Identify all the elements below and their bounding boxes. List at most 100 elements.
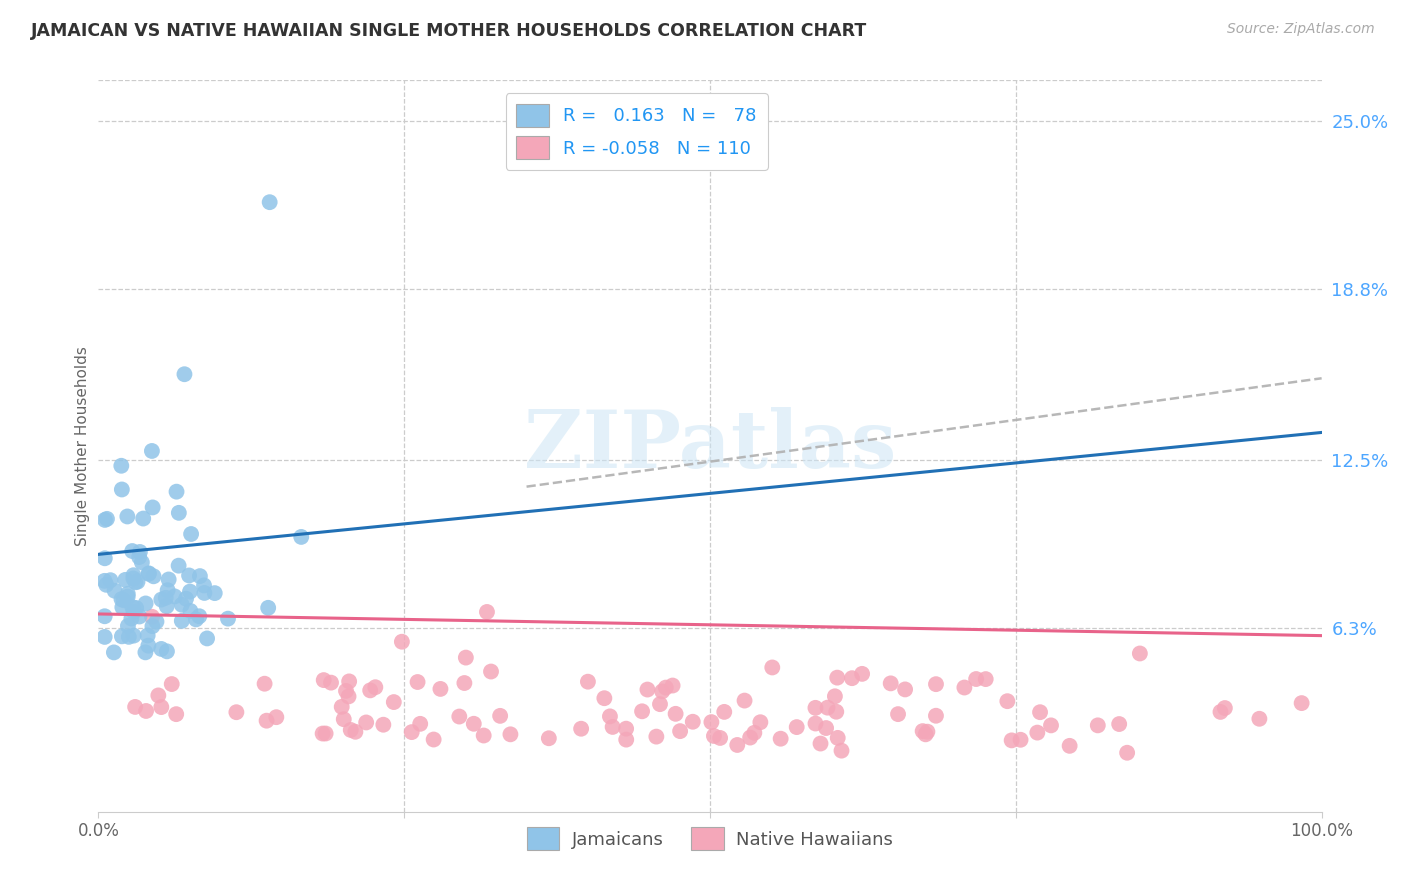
- Point: [1249, 712, 1271, 726]
- Point: [569, 722, 592, 736]
- Point: [124, 575, 146, 590]
- Legend: Jamaicans, Native Hawaiians: Jamaicans, Native Hawaiians: [520, 820, 900, 857]
- Point: [290, 530, 312, 544]
- Point: [810, 737, 832, 751]
- Point: [117, 619, 139, 633]
- Point: [1108, 717, 1130, 731]
- Point: [253, 677, 276, 691]
- Point: [128, 550, 150, 565]
- Point: [138, 566, 160, 581]
- Point: [93, 630, 115, 644]
- Point: [225, 705, 247, 719]
- Point: [917, 724, 939, 739]
- Point: [669, 724, 692, 739]
- Point: [359, 683, 381, 698]
- Point: [125, 601, 148, 615]
- Point: [661, 679, 683, 693]
- Point: [749, 715, 772, 730]
- Point: [110, 458, 132, 473]
- Point: [631, 704, 654, 718]
- Point: [112, 593, 135, 607]
- Point: [166, 484, 188, 499]
- Point: [128, 609, 150, 624]
- Point: [804, 701, 827, 715]
- Point: [132, 511, 155, 525]
- Point: [104, 583, 127, 598]
- Point: [472, 729, 495, 743]
- Point: [193, 586, 215, 600]
- Point: [163, 590, 186, 604]
- Point: [122, 629, 145, 643]
- Point: [179, 584, 201, 599]
- Point: [204, 586, 226, 600]
- Point: [1010, 732, 1032, 747]
- Point: [406, 675, 429, 690]
- Point: [117, 587, 139, 601]
- Point: [703, 729, 725, 743]
- Point: [648, 697, 671, 711]
- Point: [257, 600, 280, 615]
- Point: [110, 592, 132, 607]
- Point: [165, 707, 187, 722]
- Point: [111, 600, 134, 615]
- Point: [96, 578, 118, 592]
- Point: [111, 629, 134, 643]
- Point: [815, 721, 838, 735]
- Point: [602, 720, 624, 734]
- Point: [851, 666, 873, 681]
- Point: [734, 693, 756, 707]
- Point: [713, 705, 735, 719]
- Point: [117, 590, 139, 604]
- Point: [184, 612, 207, 626]
- Point: [965, 672, 987, 686]
- Point: [614, 732, 637, 747]
- Point: [725, 738, 748, 752]
- Point: [825, 705, 848, 719]
- Point: [700, 715, 723, 730]
- Point: [879, 676, 901, 690]
- Point: [449, 709, 471, 723]
- Point: [96, 512, 118, 526]
- Point: [135, 704, 157, 718]
- Point: [94, 551, 117, 566]
- Point: [121, 544, 143, 558]
- Point: [665, 706, 688, 721]
- Point: [118, 630, 141, 644]
- Point: [1087, 718, 1109, 732]
- Point: [804, 716, 827, 731]
- Point: [953, 681, 976, 695]
- Point: [188, 609, 211, 624]
- Point: [409, 716, 432, 731]
- Point: [141, 444, 163, 458]
- Point: [337, 690, 360, 704]
- Point: [217, 612, 239, 626]
- Text: JAMAICAN VS NATIVE HAWAIIAN SINGLE MOTHER HOUSEHOLDS CORRELATION CHART: JAMAICAN VS NATIVE HAWAIIAN SINGLE MOTHE…: [31, 22, 868, 40]
- Point: [911, 724, 934, 739]
- Point: [100, 573, 122, 587]
- Point: [111, 483, 134, 497]
- Point: [422, 732, 444, 747]
- Point: [1291, 696, 1313, 710]
- Point: [150, 642, 173, 657]
- Point: [382, 695, 405, 709]
- Point: [682, 714, 704, 729]
- Point: [1059, 739, 1081, 753]
- Point: [1209, 705, 1232, 719]
- Text: ZIPatlas: ZIPatlas: [524, 407, 896, 485]
- Point: [174, 591, 197, 606]
- Point: [259, 195, 281, 210]
- Point: [599, 709, 621, 723]
- Point: [131, 555, 153, 569]
- Point: [156, 583, 179, 598]
- Point: [93, 574, 115, 588]
- Point: [824, 690, 846, 704]
- Point: [94, 513, 117, 527]
- Point: [463, 716, 485, 731]
- Point: [925, 708, 948, 723]
- Point: [1213, 701, 1236, 715]
- Point: [120, 611, 142, 625]
- Point: [193, 578, 215, 592]
- Point: [636, 682, 658, 697]
- Point: [156, 644, 179, 658]
- Point: [429, 681, 451, 696]
